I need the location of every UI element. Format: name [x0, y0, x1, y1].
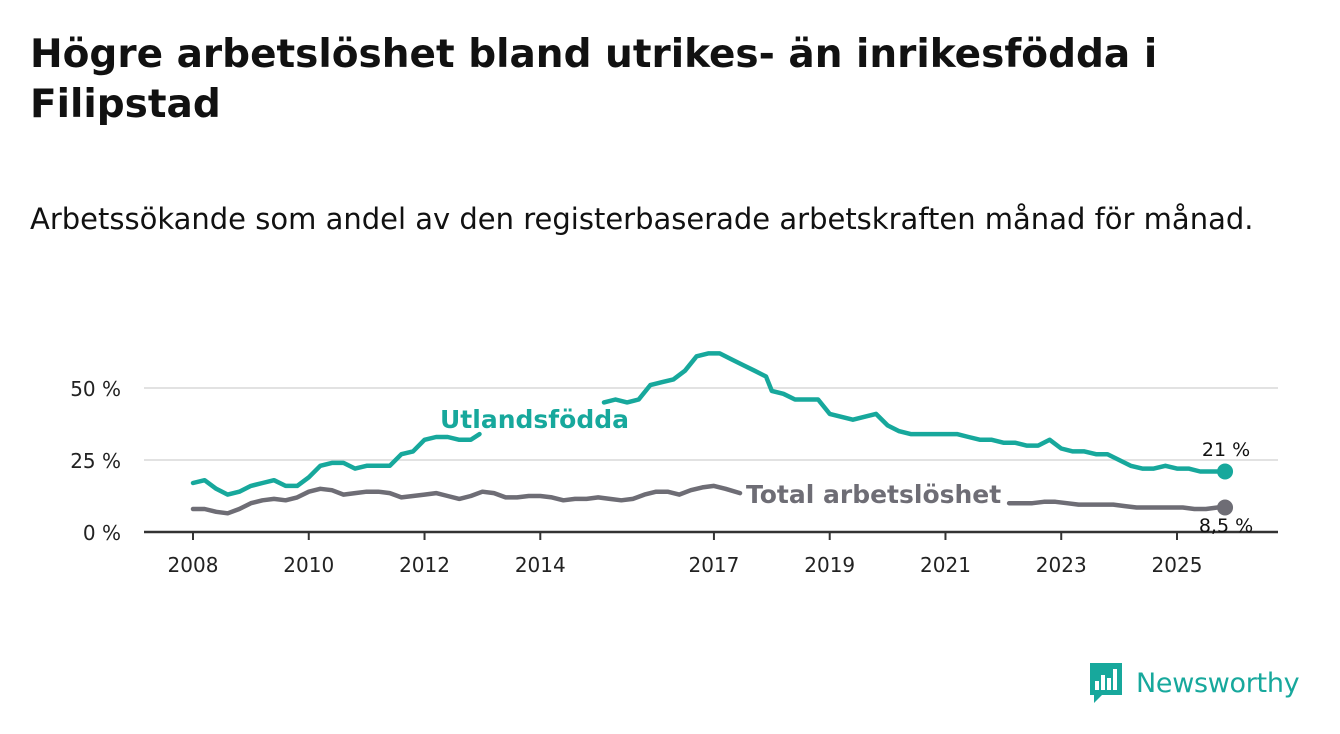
x-tick-label: 2014: [515, 553, 566, 577]
series-line-utlandsfodda: [190, 431, 482, 497]
x-tick-label: 2025: [1152, 553, 1203, 577]
series-line-utlandsfodda: [601, 351, 1228, 474]
y-tick-label: 50 %: [70, 377, 121, 401]
x-tick-label: 2008: [168, 553, 219, 577]
chart-title: Högre arbetslöshet bland utrikes- än inr…: [30, 32, 1158, 127]
series-labels: Utlandsfödda Total arbetslöshet 21 % 8,5…: [440, 405, 1253, 537]
end-label-total: 8,5 %: [1199, 515, 1253, 537]
x-tick-labels: 2008 2010 2012 2014 2017 2019 2021 2023 2025: [168, 553, 1203, 577]
y-tick-labels: 0 % 25 % 50 %: [70, 377, 121, 545]
series-lines: [190, 351, 1234, 516]
brand-name: Newsworthy: [1136, 667, 1300, 699]
end-point-total: [1217, 499, 1234, 516]
y-gridlines: [144, 387, 1278, 461]
end-point-utlandsfodda: [1217, 463, 1234, 480]
series-line-total: [1006, 499, 1228, 512]
x-tick-label: 2010: [283, 553, 334, 577]
x-tick-label: 2012: [399, 553, 450, 577]
bar-chart-logo-icon: [1090, 663, 1122, 703]
chart-subtitle: Arbetssökande som andel av den registerb…: [30, 202, 1254, 236]
series-label-total: Total arbetslöshet: [746, 480, 1001, 509]
x-tick-label: 2021: [920, 553, 971, 577]
brand-logo: Newsworthy: [1088, 660, 1300, 706]
y-tick-label: 25 %: [70, 449, 121, 473]
x-tick-label: 2019: [804, 553, 855, 577]
series-line-total: [190, 483, 743, 516]
series-label-utlandsfodda: Utlandsfödda: [440, 405, 629, 434]
y-tick-label: 0 %: [83, 521, 121, 545]
x-tick-label: 2023: [1036, 553, 1087, 577]
x-tick-label: 2017: [688, 553, 739, 577]
end-label-utlandsfodda: 21 %: [1202, 439, 1250, 461]
x-axis: [144, 530, 1278, 540]
